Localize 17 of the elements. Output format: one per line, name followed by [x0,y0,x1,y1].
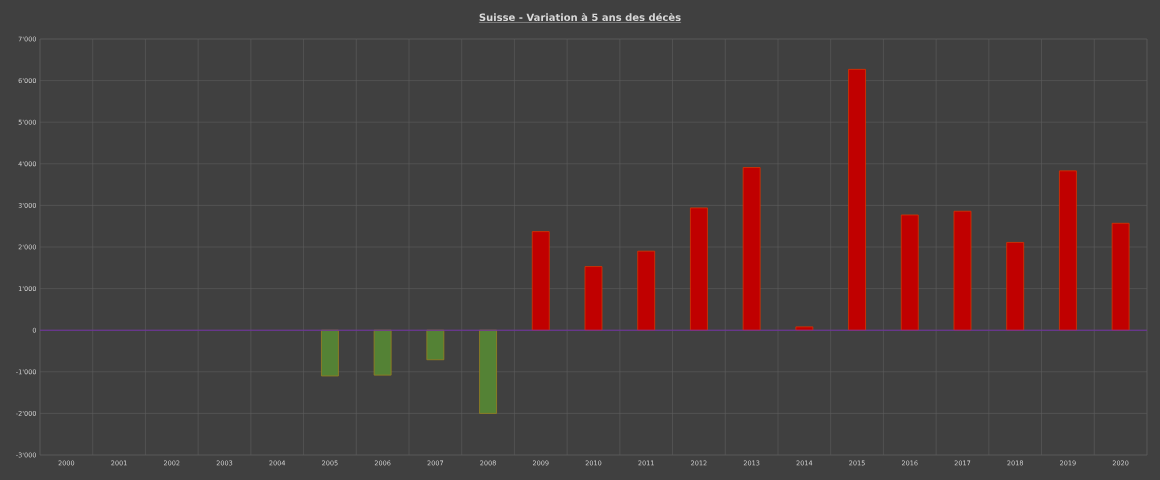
bar [479,329,497,414]
bar [848,68,866,331]
bar [584,266,603,331]
bar [690,207,708,331]
bar [1006,242,1025,331]
chart-title: Suisse - Variation à 5 ans des décès [479,12,681,22]
bar [1059,170,1077,331]
bar [321,329,339,377]
bar [742,167,761,331]
bar [373,329,392,376]
bar [900,214,919,331]
bar [1111,222,1130,331]
bar [531,231,550,331]
bar [795,326,814,331]
bar [637,250,656,331]
bar [953,210,972,331]
bar [426,329,445,361]
